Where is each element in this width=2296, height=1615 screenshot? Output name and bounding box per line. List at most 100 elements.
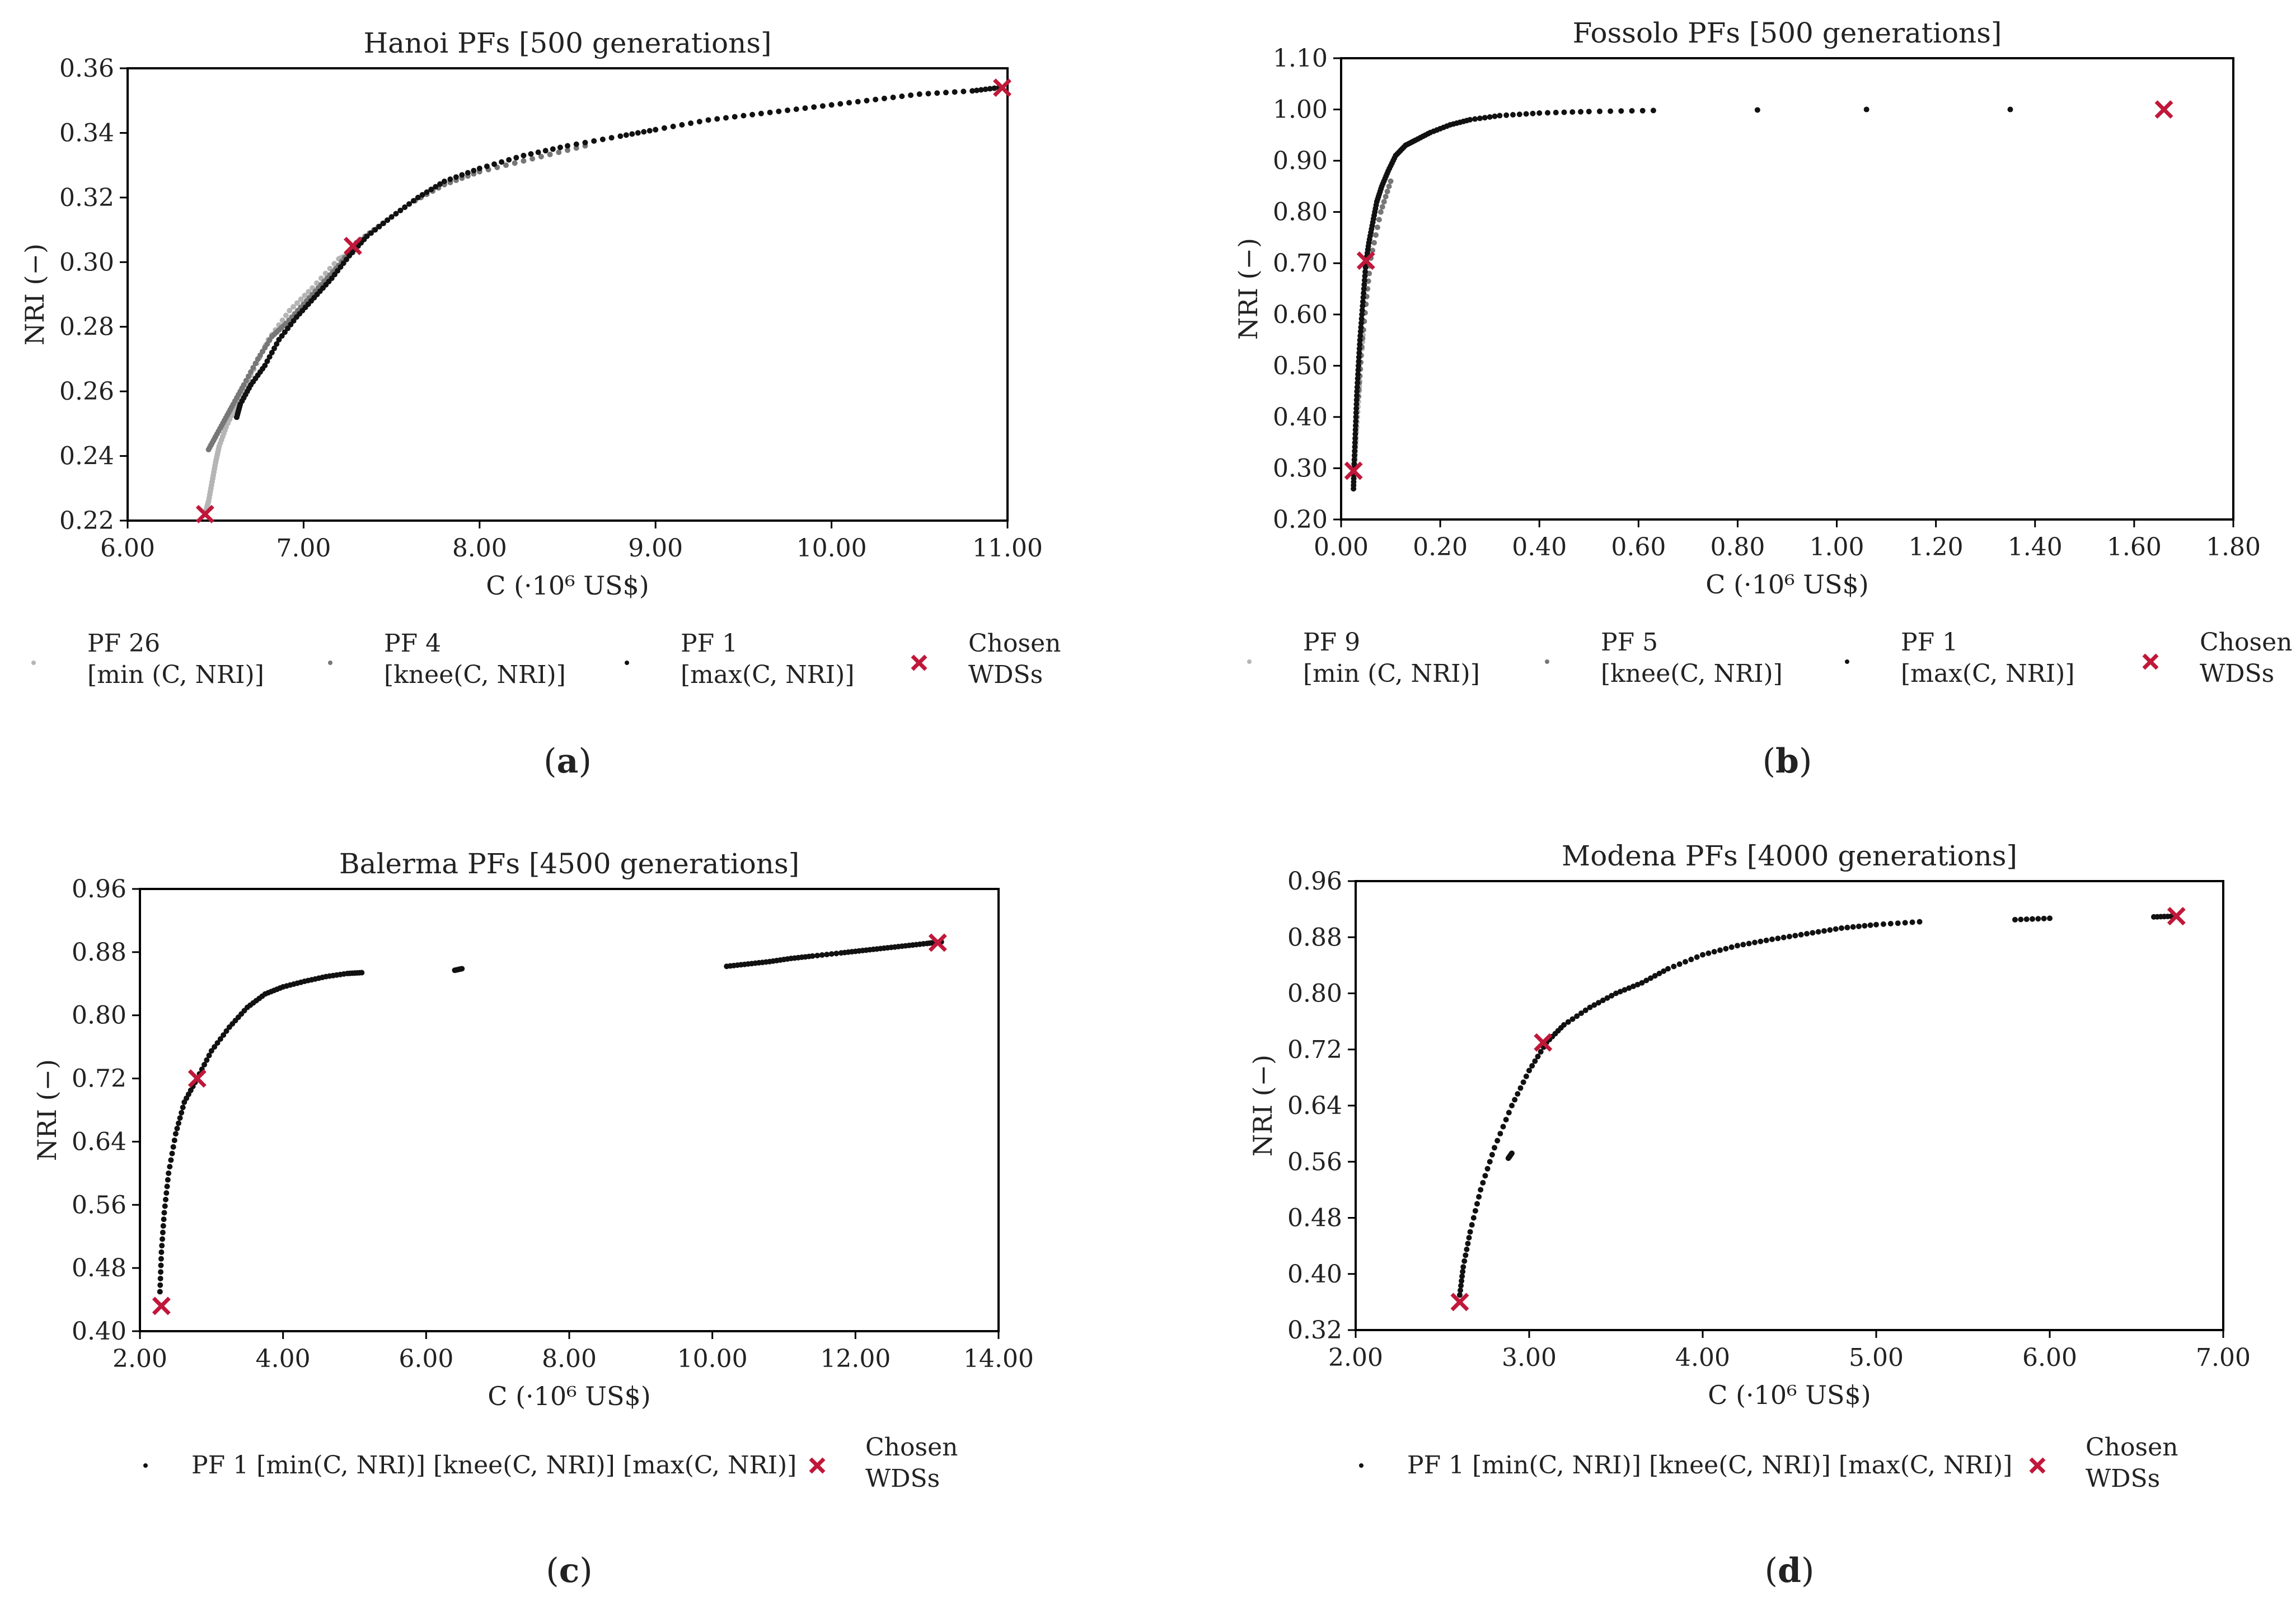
panel-letter: c <box>559 1551 580 1590</box>
data-point <box>331 261 338 267</box>
x-tick-label: 6.00 <box>399 1345 453 1373</box>
chosen-stroke <box>928 933 947 952</box>
data-point <box>1728 944 1735 951</box>
data-point <box>1386 183 1392 189</box>
data-point <box>1634 981 1641 987</box>
data-point <box>157 1275 163 1281</box>
data-point <box>1358 324 1364 330</box>
data-point <box>828 102 835 108</box>
data-point <box>1520 1079 1526 1085</box>
data-point <box>1352 439 1358 446</box>
data-point <box>1352 423 1358 429</box>
y-tick-label: 0.32 <box>59 184 114 212</box>
chart-title: Fossolo PFs [500 generations] <box>1573 17 2002 49</box>
data-point <box>1352 448 1358 454</box>
data-point <box>2047 915 2053 921</box>
data-point <box>1466 1235 1472 1241</box>
data-point <box>1494 1137 1501 1144</box>
data-point <box>1355 367 1361 373</box>
data-point <box>1476 1193 1482 1200</box>
data-point <box>1353 410 1359 416</box>
data-point <box>160 1236 166 1242</box>
data-point <box>1458 1282 1464 1289</box>
data-point <box>1467 1229 1473 1235</box>
data-point <box>1578 109 1584 115</box>
data-point <box>1694 954 1700 960</box>
data-point <box>550 146 556 152</box>
data-point <box>1780 934 1787 940</box>
data-point <box>476 165 482 171</box>
data-point <box>1461 1258 1468 1264</box>
data-point <box>809 953 816 959</box>
x-tick-label: 0.00 <box>1314 533 1369 561</box>
data-point <box>2012 916 2018 923</box>
data-point <box>276 336 282 343</box>
series-0 <box>157 939 944 1295</box>
y-tick-label: 0.26 <box>59 377 114 406</box>
x-tick-label: 1.00 <box>1810 533 1864 561</box>
data-point <box>1665 966 1671 972</box>
data-point <box>824 952 830 958</box>
y-tick-label: 0.40 <box>1273 403 1328 432</box>
data-point <box>266 354 273 360</box>
data-point <box>1630 983 1636 989</box>
chosen-stroke <box>993 78 1012 97</box>
data-point <box>1503 112 1510 118</box>
legend-marker <box>1359 1463 1363 1468</box>
data-point <box>573 141 579 147</box>
x-tick-label: 11.00 <box>972 534 1043 563</box>
panel-letter: d <box>1778 1551 1801 1590</box>
data-point <box>1352 436 1358 442</box>
data-point <box>1705 950 1712 956</box>
data-point <box>1360 294 1366 301</box>
data-point <box>1867 922 1873 928</box>
series-0 <box>202 249 356 517</box>
chosen-wds-marker <box>1534 1033 1553 1052</box>
data-point <box>785 107 790 114</box>
data-point <box>1787 933 1792 939</box>
data-point <box>538 153 544 160</box>
data-point <box>1351 457 1357 463</box>
data-point <box>419 192 425 198</box>
x-tick-label: 6.00 <box>100 534 155 563</box>
legend-sublabel: [knee(C, NRI)] <box>384 661 566 689</box>
panel-letter: a <box>557 742 579 781</box>
data-point <box>169 1150 175 1157</box>
data-point <box>180 1104 186 1111</box>
data-point <box>1457 1292 1463 1298</box>
y-tick-label: 0.64 <box>1287 1092 1342 1120</box>
data-point <box>1361 290 1367 296</box>
data-point <box>1523 111 1529 117</box>
data-point <box>340 260 346 266</box>
data-point <box>388 214 395 220</box>
data-point <box>206 1052 212 1059</box>
data-point <box>285 325 291 331</box>
data-point <box>1354 388 1360 395</box>
legend-label: PF 1 <box>1901 628 1958 657</box>
data-point <box>1469 1222 1475 1228</box>
legend: PF 26 [min (C, NRI)] PF 4 [knee(C, NRI)] PF … <box>31 629 1061 689</box>
data-point <box>252 361 259 367</box>
legend-label-chosen: Chosen <box>968 629 1061 658</box>
data-point <box>1482 1173 1488 1179</box>
data-point <box>1355 363 1361 369</box>
data-point <box>376 223 382 230</box>
x-tick-label: 12.00 <box>820 1345 891 1373</box>
y-tick-label: 0.70 <box>1273 249 1328 278</box>
data-point <box>1497 1131 1503 1137</box>
data-point <box>1810 930 1816 936</box>
data-point <box>1492 113 1498 119</box>
data-point <box>1352 431 1358 437</box>
data-point <box>528 151 534 157</box>
chosen-stroke <box>2154 100 2173 119</box>
chart-panel-c: Balerma PFs [4500 generations] 2.00 4.00 6.… <box>32 848 1034 1590</box>
data-point <box>653 127 659 133</box>
data-point <box>406 201 413 207</box>
data-point <box>1746 940 1752 947</box>
data-point <box>1356 354 1362 361</box>
data-point <box>364 233 370 240</box>
data-point <box>1752 939 1758 945</box>
data-point <box>506 157 512 163</box>
data-point <box>623 132 629 138</box>
